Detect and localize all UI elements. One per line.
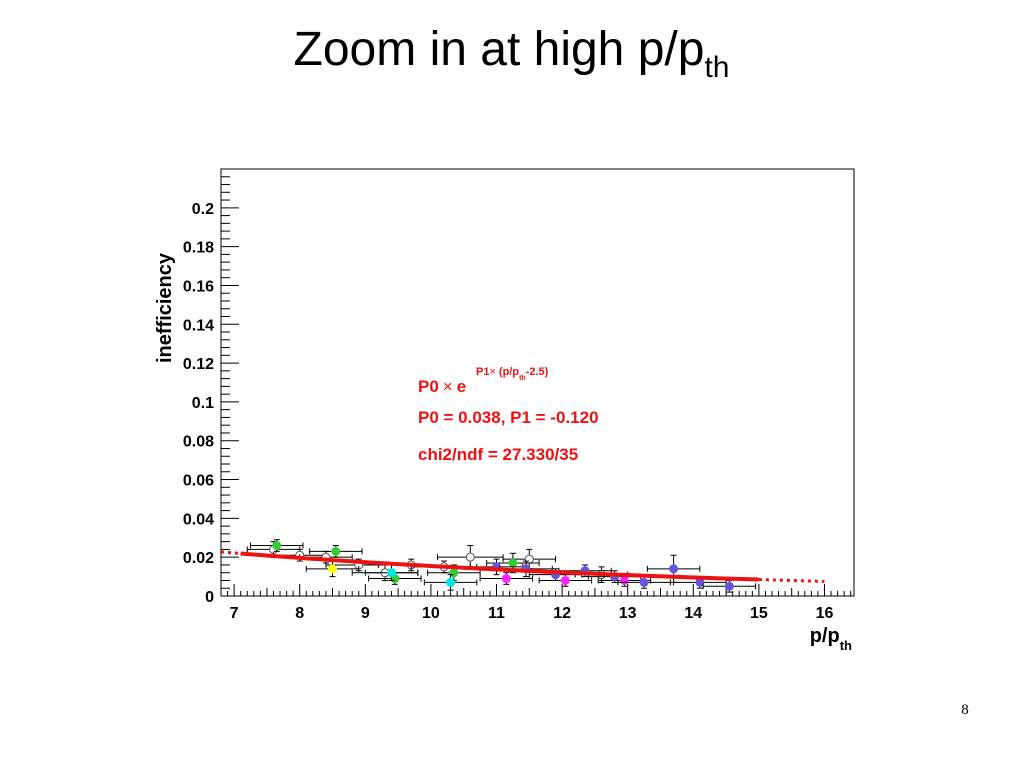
- y-tick-label: 0.18: [183, 240, 214, 257]
- fit-curve: [240, 551, 759, 582]
- data-marker: [619, 575, 629, 585]
- x-axis-label-subscript: th: [840, 638, 852, 653]
- y-axis: 0 0.02 0.04 0.06 0.08 0.1 0.12 0.14 0.16 0.18 0.2: [183, 176, 239, 606]
- formula-exponent: P1× (p/pth-2.5): [476, 366, 549, 382]
- x-tick-label: 8: [295, 605, 304, 622]
- data-marker: [560, 575, 570, 585]
- slide-title-main: Zoom in at high p/p: [293, 23, 705, 76]
- formula: P0 × e: [418, 377, 466, 396]
- y-tick-label: 0.06: [183, 473, 214, 490]
- y-tick-label: 0.12: [183, 356, 214, 373]
- y-tick-label: 0.16: [183, 278, 214, 295]
- data-marker: [272, 541, 282, 551]
- fit-curve-extension: [220, 550, 241, 556]
- page-number: 8: [961, 702, 969, 718]
- data-marker: [639, 577, 649, 587]
- y-tick-label: 0.04: [183, 511, 214, 528]
- data-marker: [328, 564, 338, 574]
- data-marker: [508, 558, 518, 568]
- slide-title-subscript: th: [704, 51, 730, 84]
- x-tick-label: 12: [553, 605, 571, 622]
- formula-exp-p1: P1: [476, 366, 489, 378]
- data-point: [250, 539, 304, 552]
- fit-chi2: chi2/ndf = 27.330/35: [418, 445, 578, 464]
- data-marker: [387, 568, 397, 578]
- x-axis-label-main: p/p: [810, 625, 840, 647]
- formula-e: e: [457, 377, 466, 396]
- formula-exp-rest: (p/p: [499, 366, 519, 378]
- data-point: [479, 572, 534, 585]
- data-marker: [465, 552, 475, 562]
- formula-exp-times: ×: [489, 366, 495, 378]
- data-marker: [331, 546, 341, 556]
- data-point: [305, 560, 360, 578]
- y-tick-label: 0.02: [183, 550, 214, 567]
- x-tick-label: 10: [422, 605, 440, 622]
- y-tick-label: 0.08: [183, 434, 214, 451]
- formula-p0: P0: [418, 377, 439, 396]
- y-tick-label: 0.1: [192, 395, 214, 412]
- data-marker: [724, 581, 734, 591]
- x-tick-label: 9: [361, 605, 370, 622]
- y-tick-label: 0: [205, 589, 214, 606]
- y-axis-label: inefficiency: [154, 252, 176, 363]
- formula-exp-end: -2.5): [526, 366, 549, 378]
- data-marker: [446, 577, 456, 587]
- plot-frame: [220, 168, 855, 597]
- y-tick-label: 0.14: [183, 317, 214, 334]
- x-tick-label: 14: [684, 605, 702, 622]
- x-tick-label: 15: [750, 605, 768, 622]
- fit-params: P0 = 0.038, P1 = -0.120: [418, 408, 599, 427]
- x-tick-label: 11: [488, 605, 505, 622]
- x-axis: 7 8 9 10 11 12 13 14 15 16: [227, 584, 852, 622]
- formula-times: ×: [443, 377, 453, 396]
- fit-curve-group: [220, 550, 825, 583]
- data-point: [423, 574, 478, 591]
- x-axis-label: p/pth: [810, 625, 852, 653]
- fit-annotation: P0 × e P1× (p/pth-2.5) P0 = 0.038, P1 = -0.…: [418, 366, 599, 464]
- y-tick-label: 0.2: [192, 201, 214, 218]
- x-tick-label: 13: [619, 605, 637, 622]
- x-tick-label: 7: [230, 605, 239, 622]
- data-marker: [669, 564, 679, 574]
- x-tick-label: 16: [816, 605, 834, 622]
- data-marker: [501, 574, 511, 584]
- data-point: [309, 545, 363, 558]
- formula-exp-sub: th: [519, 375, 526, 382]
- slide-title: Zoom in at high p/pth: [0, 22, 1023, 85]
